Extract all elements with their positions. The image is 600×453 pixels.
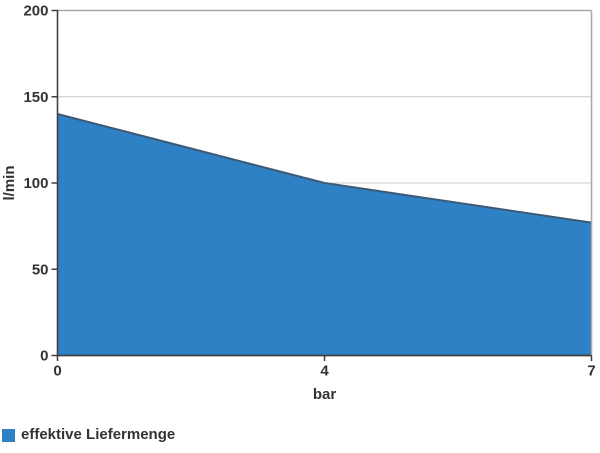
- y-tick-label: 50: [32, 261, 49, 278]
- area-fill: [57, 114, 592, 356]
- x-tick-label: 4: [320, 363, 329, 380]
- series-area: [57, 113, 592, 356]
- x-tick-label: 7: [587, 363, 595, 380]
- y-tick-label: 100: [23, 175, 48, 192]
- axis-ticks: [51, 9, 593, 361]
- legend-swatch: [2, 428, 15, 442]
- x-tick-label: 0: [53, 363, 61, 380]
- x-axis-title: bar: [313, 386, 337, 403]
- y-tick-label: 0: [40, 348, 48, 365]
- y-axis-title: l/min: [1, 165, 18, 200]
- y-tick-label: 150: [23, 89, 48, 106]
- area-top-line: [57, 113, 592, 224]
- legend-label: effektive Liefermenge: [21, 426, 176, 443]
- legend-item-effektive-liefermenge[interactable]: effektive Liefermenge: [2, 427, 175, 443]
- y-tick-label: 200: [23, 3, 48, 20]
- tick-labels: 0 50 100 150 200 0 4 7: [23, 3, 595, 380]
